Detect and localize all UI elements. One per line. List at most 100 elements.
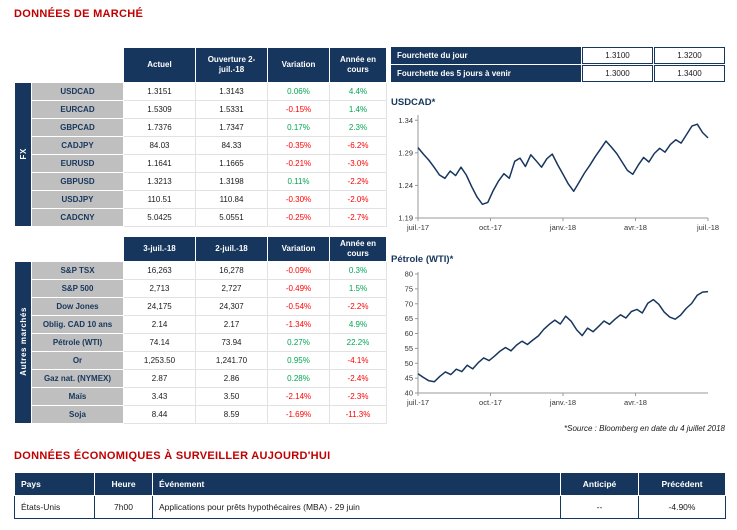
table-header-row: 3-juil.-18 2-juil.-18 Variation Année en co…: [15, 236, 387, 262]
row-label: Gaz nat. (NYMEX): [31, 369, 124, 388]
day-range-label: Fourchette du jour: [391, 47, 581, 64]
value-cell: 2,713: [123, 279, 196, 298]
table-row: Pétrole (WTI) 74.14 73.94 0.27% 22.2%: [15, 333, 387, 352]
table-row: GBPUSD 1.3213 1.3198 0.11% -2.2%: [15, 172, 387, 191]
variation-cell: -1.34%: [267, 315, 330, 334]
table-row: Gaz nat. (NYMEX) 2.87 2.86 0.28% -2.4%: [15, 369, 387, 388]
table-row: Autres marchés S&P TSX 16,263 16,278 -0.09% 0…: [14, 261, 387, 424]
ytd-cell: -6.2%: [329, 136, 387, 155]
ytd-cell: -2.0%: [329, 190, 387, 209]
value-cell: 73.94: [195, 333, 268, 352]
variation-cell: -0.30%: [267, 190, 330, 209]
ytd-cell: -2.3%: [329, 387, 387, 406]
y-tick-label: 55: [405, 344, 413, 353]
economic-section: DONNÉES ÉCONOMIQUES À SURVEILLER AUJOURD…: [14, 450, 726, 519]
value-cell: 1,241.70: [195, 351, 268, 370]
price-line: [417, 123, 709, 206]
header-evenement: Événement: [152, 472, 561, 496]
ytd-cell: 1.4%: [329, 100, 387, 119]
variation-cell: -2.14%: [267, 387, 330, 406]
ytd-cell: -2.7%: [329, 208, 387, 227]
econ-evenement: Applications pour prêts hypothécaires (M…: [152, 495, 561, 519]
table-row: Soja 8.44 8.59 -1.69% -11.3%: [15, 405, 387, 424]
header-precedent: Précédent: [638, 472, 726, 496]
fx-table: Actuel Ouverture 2-juil.-18 Variation Année…: [14, 47, 387, 227]
variation-cell: 0.28%: [267, 369, 330, 388]
x-tick-label: oct.-17: [479, 223, 502, 232]
variation-cell: 0.06%: [267, 82, 330, 101]
header-anticipe: Anticipé: [560, 472, 639, 496]
value-cell: 5.0425: [123, 208, 196, 227]
econ-pays: États-Unis: [14, 495, 95, 519]
column-header: Variation: [267, 47, 330, 83]
table-row: Maïs 3.43 3.50 -2.14% -2.3%: [15, 387, 387, 406]
value-cell: 1.1665: [195, 154, 268, 173]
x-tick-label: juil.-17: [406, 223, 429, 232]
x-tick-label: janv.-18: [549, 398, 576, 407]
ytd-cell: -2.2%: [329, 297, 387, 316]
five-day-range-high: 1.3400: [654, 65, 725, 82]
value-cell: 1.1641: [123, 154, 196, 173]
ytd-cell: -2.4%: [329, 369, 387, 388]
x-tick-label: juil.-17: [406, 398, 429, 407]
row-label: CADJPY: [31, 136, 124, 155]
wti-line-chart: 40 45 50 55 60 65 70 75 80 juil.-17 oct.-17 janv.-1…: [405, 270, 709, 407]
y-tick-label: 65: [405, 314, 413, 323]
ytd-cell: 22.2%: [329, 333, 387, 352]
variation-cell: 0.95%: [267, 351, 330, 370]
source-note: *Source : Bloomberg en date du 4 juillet…: [564, 424, 725, 433]
usdcad-line-chart: 1.19 1.24 1.29 1.34 juil.-17 oct.-17 janv.-18 a…: [398, 115, 719, 232]
row-label: Soja: [31, 405, 124, 424]
column-header: Variation: [267, 236, 330, 262]
column-header: Actuel: [123, 47, 196, 83]
table-row: EURCAD 1.5309 1.5331 -0.15% 1.4%: [15, 100, 387, 119]
x-tick-label: juil.-18: [696, 223, 719, 232]
y-tick-label: 45: [405, 374, 413, 383]
economic-header-row: Pays Heure Événement Anticipé Précédent: [14, 472, 726, 496]
y-tick-label: 1.24: [398, 181, 413, 190]
value-cell: 2.14: [123, 315, 196, 334]
table-row: USDJPY 110.51 110.84 -0.30% -2.0%: [15, 190, 387, 209]
table-row: FX USDCAD 1.3151 1.3143 0.06% 4.4%: [14, 82, 387, 227]
row-label: GBPUSD: [31, 172, 124, 191]
variation-cell: -0.54%: [267, 297, 330, 316]
variation-cell: -0.25%: [267, 208, 330, 227]
value-cell: 24,175: [123, 297, 196, 316]
five-day-range-low: 1.3000: [582, 65, 653, 82]
row-label: USDJPY: [31, 190, 124, 209]
row-label: EURUSD: [31, 154, 124, 173]
value-cell: 1,253.50: [123, 351, 196, 370]
row-label: USDCAD: [31, 82, 124, 101]
value-cell: 84.03: [123, 136, 196, 155]
econ-precedent: -4.90%: [638, 495, 726, 519]
row-label: Or: [31, 351, 124, 370]
column-header: 2-juil.-18: [195, 236, 268, 262]
value-cell: 2,727: [195, 279, 268, 298]
value-cell: 1.3151: [123, 82, 196, 101]
tables-column: Actuel Ouverture 2-juil.-18 Variation Année…: [14, 47, 388, 424]
economic-row: États-Unis 7h00 Applications pour prêts …: [14, 495, 726, 519]
ytd-cell: -2.2%: [329, 172, 387, 191]
ytd-cell: 2.3%: [329, 118, 387, 137]
y-tick-label: 80: [405, 270, 413, 279]
table-row: CADCNY 5.0425 5.0551 -0.25% -2.7%: [15, 208, 387, 227]
value-cell: 1.7376: [123, 118, 196, 137]
ytd-cell: -3.0%: [329, 154, 387, 173]
ytd-cell: -4.1%: [329, 351, 387, 370]
table-row: Dow Jones 24,175 24,307 -0.54% -2.2%: [15, 297, 387, 316]
econ-heure: 7h00: [94, 495, 153, 519]
value-cell: 24,307: [195, 297, 268, 316]
y-tick-label: 75: [405, 284, 413, 293]
variation-cell: -0.15%: [267, 100, 330, 119]
table-row: Oblig. CAD 10 ans 2.14 2.17 -1.34% 4.9%: [15, 315, 387, 334]
value-cell: 3.50: [195, 387, 268, 406]
ytd-cell: -11.3%: [329, 405, 387, 424]
x-tick-label: janv.-18: [549, 223, 576, 232]
value-cell: 74.14: [123, 333, 196, 352]
economic-table: Pays Heure Événement Anticipé Précédent …: [14, 472, 726, 519]
day-range-high: 1.3200: [654, 47, 725, 64]
row-label: S&P TSX: [31, 261, 124, 280]
column-header: Ouverture 2-juil.-18: [195, 47, 268, 83]
economic-data-title: DONNÉES ÉCONOMIQUES À SURVEILLER AUJOURD…: [14, 450, 331, 462]
value-cell: 8.44: [123, 405, 196, 424]
